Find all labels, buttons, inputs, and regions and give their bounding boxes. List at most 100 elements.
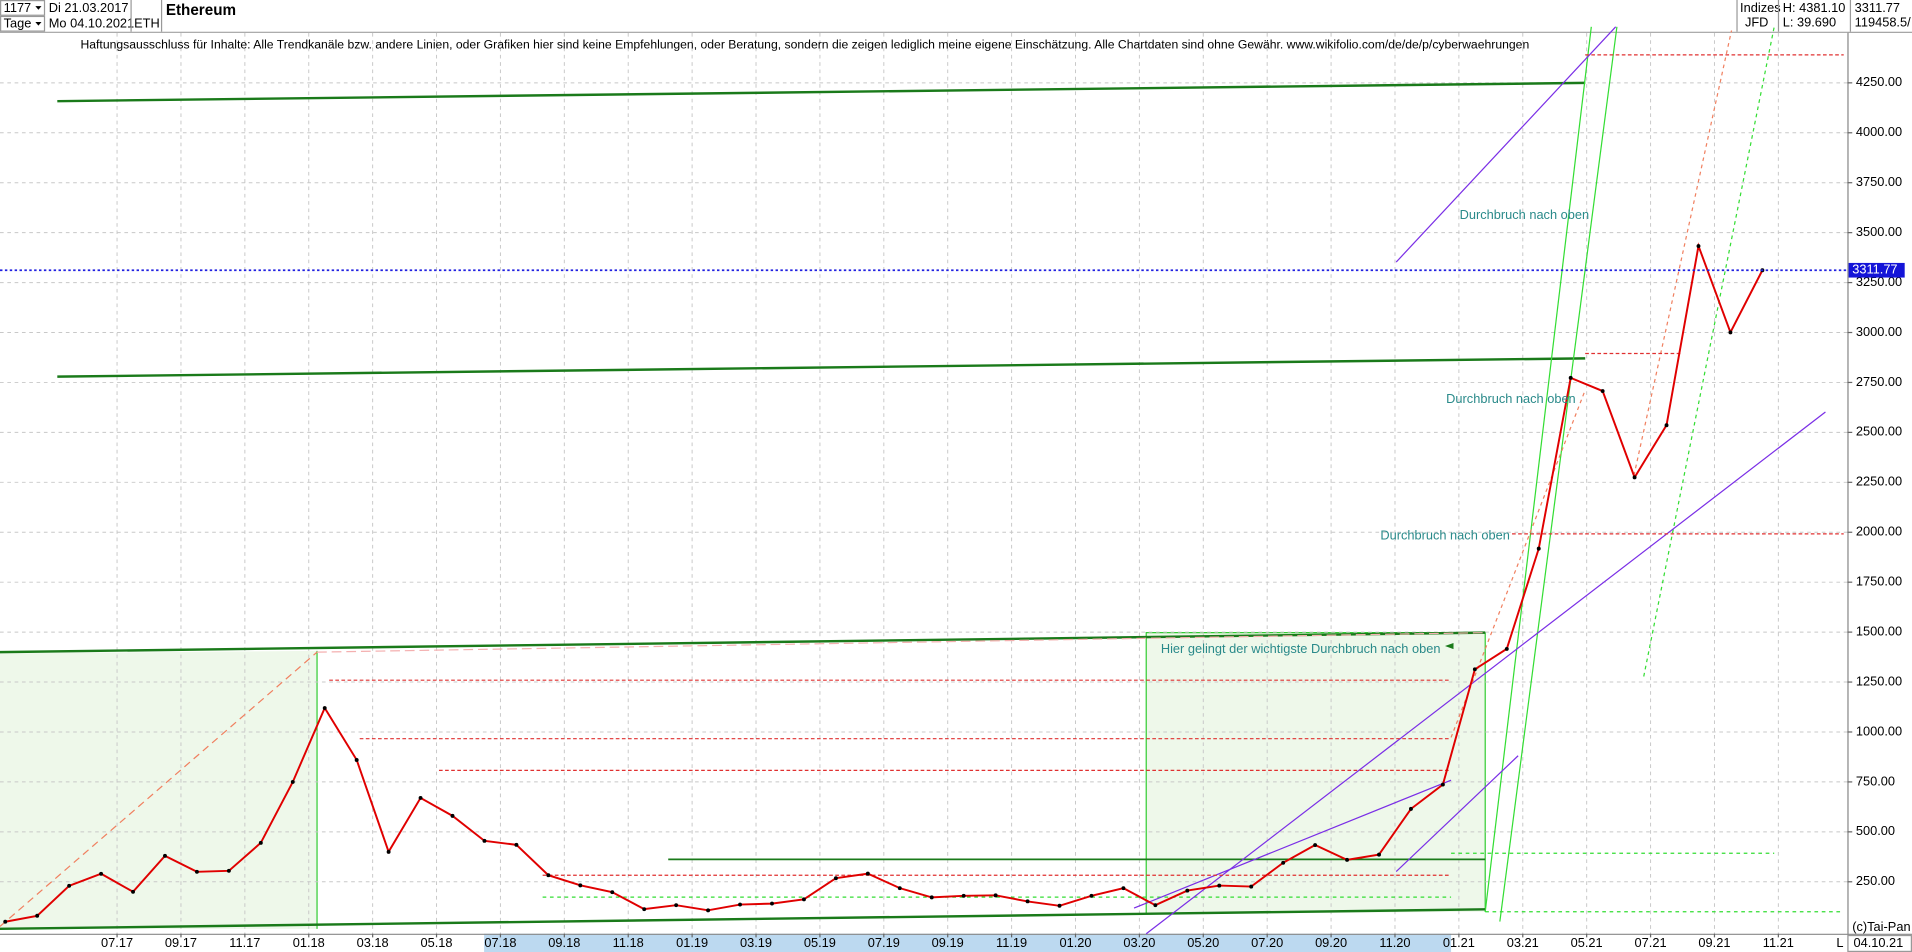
x-tick-label: 01.18	[293, 935, 325, 950]
price-point	[1377, 852, 1381, 857]
dropdown-icon	[35, 6, 42, 10]
price-point	[1472, 667, 1477, 672]
trend-line	[1633, 30, 1733, 476]
x-tick-label: 11.21	[1763, 935, 1794, 950]
annotation: Hier gelingt der wichtigste Durchbruch n…	[1161, 641, 1441, 656]
y-tick-label: 500.00	[1856, 823, 1895, 838]
y-tick-label: 1750.00	[1856, 574, 1902, 589]
low: L: 39.690	[1783, 15, 1836, 30]
x-tick-label: 09.17	[165, 935, 197, 950]
price-point	[674, 903, 679, 908]
broker: JFD	[1745, 15, 1768, 30]
y-tick-label: 3750.00	[1856, 174, 1902, 189]
x-tick-label: 07.18	[484, 935, 516, 950]
x-tick-label: 07.20	[1251, 935, 1283, 950]
price-point	[1249, 884, 1254, 889]
y-tick-label: 3000.00	[1856, 324, 1902, 339]
price-point	[929, 895, 934, 900]
chart-title: Ethereum	[166, 2, 236, 19]
price-point	[1345, 857, 1350, 862]
x-tick-label: 05.20	[1187, 935, 1219, 950]
price-point	[1313, 843, 1318, 847]
price-point	[131, 889, 135, 894]
x-tick-label: 03.20	[1123, 935, 1155, 950]
y-tick-label: 250.00	[1856, 873, 1895, 888]
y-tick-label: 2500.00	[1856, 424, 1902, 439]
price-point	[322, 706, 327, 710]
annotation: Durchbruch nach oben	[1460, 207, 1590, 222]
market: Indizes	[1740, 0, 1781, 15]
trend-line	[1643, 26, 1775, 677]
price-point	[1536, 546, 1541, 551]
x-tick-label: 09.19	[932, 935, 964, 950]
last-price-header: 3311.77	[1855, 0, 1900, 15]
date-box	[1847, 934, 1912, 952]
price-point	[1600, 389, 1605, 393]
x-tick-label: 01.20	[1059, 935, 1091, 950]
footer: (c)Tai-Pan 04.10.21 L	[1836, 919, 1912, 952]
x-tick-label: 05.18	[421, 935, 453, 950]
price-point	[865, 871, 870, 876]
price-point	[354, 757, 359, 762]
y-tick-label: 3250.00	[1856, 274, 1902, 289]
price-point	[1728, 330, 1733, 335]
trend-line	[0, 651, 318, 927]
x-axis-band	[484, 933, 1452, 952]
price-point	[163, 853, 167, 858]
trend-line	[1133, 779, 1452, 909]
annotation: Durchbruch nach oben	[1380, 528, 1510, 543]
price-point	[1664, 423, 1669, 428]
x-tick-label: 03.18	[357, 935, 389, 950]
count-box[interactable]	[0, 0, 46, 16]
period: Tage	[4, 16, 32, 31]
price-point	[1185, 888, 1190, 893]
dropdown-icon	[35, 21, 42, 26]
price-point	[610, 890, 615, 895]
price-point	[961, 893, 966, 898]
x-tick-label: 11.18	[613, 935, 644, 950]
price-point	[578, 883, 583, 888]
x-tick-label: 11.19	[996, 935, 1027, 950]
x-tick-label: 05.21	[1571, 935, 1603, 950]
trend-line	[317, 632, 1486, 653]
price-point	[226, 868, 231, 873]
plot: 250.00 500.00 750.00 1000.00 1250.00 1500.00 1…	[0, 26, 1912, 952]
x-tick-label: 09.20	[1315, 935, 1347, 950]
price-point	[99, 871, 104, 876]
y-tick-label: 3500.00	[1856, 224, 1902, 239]
price-point	[1057, 903, 1062, 908]
price-point	[1568, 375, 1573, 380]
y-tick-label: 1500.00	[1856, 623, 1902, 638]
period-box[interactable]	[0, 15, 46, 32]
price-point	[290, 779, 295, 784]
trend-line	[1145, 411, 1826, 935]
price-point	[1217, 883, 1222, 888]
header: 1177 Tage Di 21.03.2017 Mo 04.10.2021 ET…	[0, 0, 1912, 33]
trend-line	[1450, 389, 1586, 738]
price-point	[993, 893, 998, 898]
x-tick-label: 11.17	[229, 935, 260, 950]
price-line	[5, 242, 1764, 923]
y-tick-label: 1250.00	[1856, 673, 1902, 688]
price-point	[642, 907, 647, 912]
zone-edge	[1145, 632, 1486, 915]
price-point	[1121, 886, 1126, 891]
axis-date: 04.10.21	[1853, 935, 1903, 950]
price-point	[1409, 806, 1413, 811]
trend-line	[57, 81, 1586, 103]
price-point	[833, 876, 838, 881]
x-tick-label: 07.17	[101, 935, 133, 950]
price-point	[514, 842, 519, 847]
trend-line	[1499, 26, 1618, 922]
scale-mode[interactable]: L	[1836, 935, 1843, 950]
last-price-label: 3311.77	[1852, 262, 1897, 277]
price-point	[738, 902, 742, 907]
x-tick-label: 01.21	[1443, 935, 1475, 950]
volume: 119458.5/	[1855, 15, 1911, 30]
trend-line	[1395, 755, 1519, 872]
arrow	[1444, 642, 1454, 650]
x-tick-label: 09.21	[1698, 935, 1730, 950]
price-point	[1153, 903, 1158, 908]
count: 1177	[4, 0, 32, 15]
